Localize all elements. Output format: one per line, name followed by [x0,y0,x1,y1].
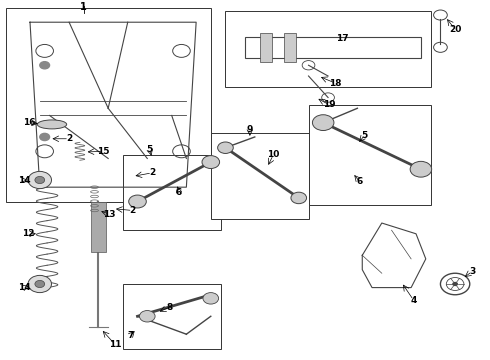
Circle shape [129,195,147,208]
Ellipse shape [37,120,67,129]
Circle shape [203,293,219,304]
Bar [5,8,211,202]
Circle shape [452,282,458,286]
Text: 13: 13 [103,210,116,219]
Text: 6: 6 [357,177,363,186]
Bar [309,105,431,205]
Text: 8: 8 [166,303,172,312]
Text: 19: 19 [323,100,335,109]
Circle shape [218,142,233,153]
Text: 9: 9 [246,125,253,134]
Text: 7: 7 [127,332,133,341]
Circle shape [140,311,155,322]
Circle shape [35,176,45,184]
Circle shape [291,192,307,204]
Circle shape [28,275,51,293]
Text: 20: 20 [449,25,461,34]
Text: 2: 2 [149,168,155,177]
Circle shape [40,134,49,140]
Bar [211,134,309,220]
Bar [123,284,220,348]
Circle shape [202,156,220,168]
Bar [284,33,296,62]
Text: 12: 12 [23,229,35,238]
Circle shape [35,280,45,288]
Text: 15: 15 [97,147,110,156]
Text: 16: 16 [23,118,35,127]
Bar [245,37,421,58]
Text: 1: 1 [80,3,87,13]
Circle shape [410,161,432,177]
Circle shape [28,171,51,189]
Text: 6: 6 [176,188,182,197]
Text: 17: 17 [337,34,349,43]
Text: 5: 5 [147,145,153,154]
Text: 14: 14 [18,176,30,185]
Text: 2: 2 [129,206,136,215]
Text: 3: 3 [469,267,475,276]
Text: 5: 5 [362,131,368,140]
Text: 18: 18 [329,79,342,88]
Bar [260,33,272,62]
Circle shape [40,62,49,69]
Text: 14: 14 [18,283,30,292]
Bar [91,202,106,252]
Text: 11: 11 [109,341,122,350]
Bar [123,155,220,230]
Text: 4: 4 [411,296,417,305]
Bar [225,12,431,87]
Circle shape [313,115,334,131]
Text: 10: 10 [267,150,279,159]
Text: 2: 2 [66,134,72,143]
